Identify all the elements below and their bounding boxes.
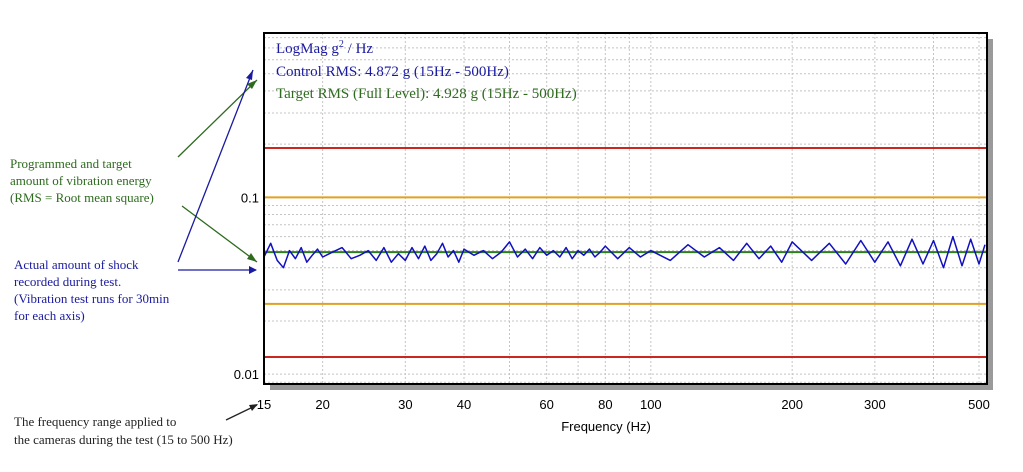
x-tick-label-300: 300 xyxy=(864,397,886,412)
shock-line-3: (Vibration test runs for 30min xyxy=(14,291,170,306)
annotation-energy: Programmed and target amount of vibratio… xyxy=(10,156,154,205)
x-tick-label-80: 80 xyxy=(598,397,612,412)
title-unit-sup: 2 xyxy=(339,39,344,50)
x-tick-label-15: 15 xyxy=(257,397,271,412)
range-arrow-head xyxy=(249,404,258,411)
energy-arrow-bottom-head xyxy=(247,253,257,262)
shock-arrow-right-head xyxy=(249,266,257,274)
chart-title-line-1: LogMag g2 / Hz xyxy=(276,39,373,57)
x-tick-label-200: 200 xyxy=(781,397,803,412)
annotation-range: The frequency range applied to the camer… xyxy=(14,414,233,447)
energy-line-3: (RMS = Root mean square) xyxy=(10,190,154,205)
shock-line-2: recorded during test. xyxy=(14,274,121,289)
x-tick-label-60: 60 xyxy=(539,397,553,412)
x-axis-label: Frequency (Hz) xyxy=(561,419,651,434)
annotation-arrows xyxy=(177,69,258,421)
title-unit-tail: / Hz xyxy=(344,41,374,57)
x-tick-label-100: 100 xyxy=(640,397,662,412)
chart-title-line-3: Target RMS (Full Level): 4.928 g (15Hz -… xyxy=(276,86,577,102)
shock-line-4: for each axis) xyxy=(14,308,85,323)
plot-frame xyxy=(263,32,988,385)
x-tick-label-20: 20 xyxy=(315,397,329,412)
shock-arrow-top xyxy=(177,69,254,263)
energy-line-1: Programmed and target xyxy=(10,156,132,171)
energy-arrow-bottom xyxy=(181,205,258,263)
series-layer xyxy=(263,235,986,269)
title-unit-base: LogMag g xyxy=(276,41,339,57)
y-tick-labels: 0.1 0.01 xyxy=(234,190,259,382)
range-line-1: The frequency range applied to xyxy=(14,414,176,429)
x-tick-label-30: 30 xyxy=(398,397,412,412)
x-tick-label-40: 40 xyxy=(457,397,471,412)
chart-title-line-2: Control RMS: 4.872 g (15Hz - 500Hz) xyxy=(276,64,509,80)
y-tick-label-0.01: 0.01 xyxy=(234,367,259,382)
x-tick-labels: 15 20 30 40 60 80 100 200 300 500 xyxy=(257,397,990,412)
series-line-0 xyxy=(263,235,986,269)
shock-line-1: Actual amount of shock xyxy=(14,257,139,272)
plot-background xyxy=(264,33,987,384)
energy-line-2: amount of vibration energy xyxy=(10,173,152,188)
y-tick-label-0.1: 0.1 xyxy=(241,190,259,205)
annotation-shock: Actual amount of shock recorded during t… xyxy=(14,257,170,323)
range-line-2: the cameras during the test (15 to 500 H… xyxy=(14,432,233,447)
energy-arrow-top-head xyxy=(247,80,257,89)
x-tick-label-500: 500 xyxy=(968,397,990,412)
shock-arrow-top-head xyxy=(246,70,253,80)
